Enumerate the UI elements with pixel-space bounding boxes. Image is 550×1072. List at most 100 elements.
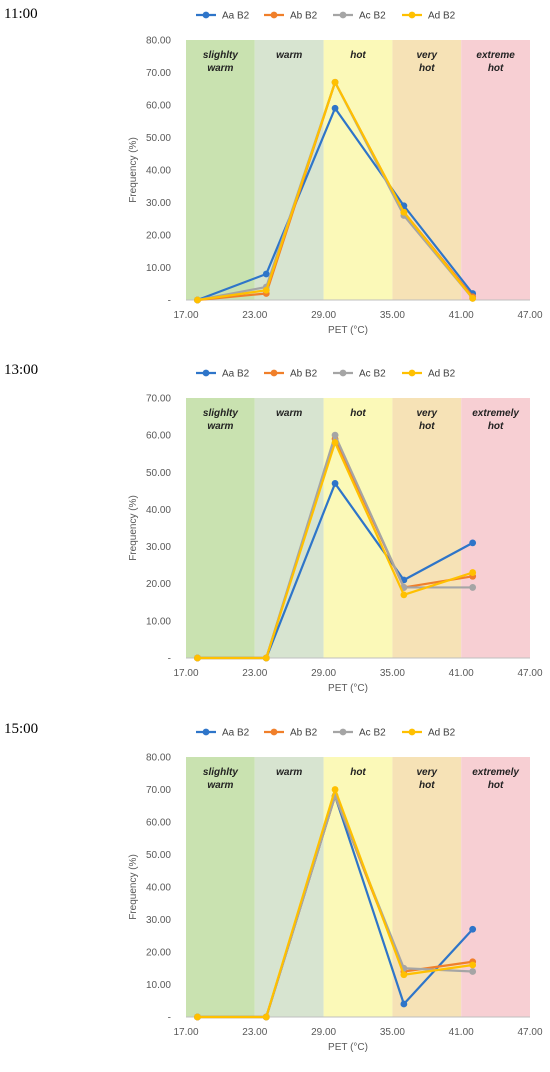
x-tick-label: 41.00: [449, 668, 474, 679]
legend-label-ab-b2: Ab B2: [290, 369, 318, 380]
y-tick-label: 10.00: [146, 980, 171, 991]
x-axis-title: PET (°C): [328, 325, 368, 336]
zone-label: warm: [276, 408, 302, 419]
data-point-ad-b2: [331, 78, 339, 86]
y-tick-label: 40.00: [146, 505, 171, 516]
legend-label-aa-b2: Aa B2: [222, 11, 250, 22]
data-point-aa-b2: [469, 539, 477, 547]
y-tick-label: 50.00: [146, 850, 171, 861]
zone-band-slighlty-warm: [186, 40, 255, 300]
zone-label: hot: [419, 421, 435, 432]
zone-label: hot: [488, 780, 504, 791]
y-tick-label: 50.00: [146, 133, 171, 144]
data-point-ad-b2: [400, 591, 408, 599]
x-tick-label: 47.00: [517, 310, 542, 321]
data-point-ad-b2: [262, 654, 270, 662]
data-point-ac-b2: [331, 431, 339, 439]
y-tick-label: 80.00: [146, 753, 171, 764]
zone-label: warm: [276, 50, 302, 61]
zone-band-extremely-hot: [461, 757, 530, 1017]
x-tick-label: 17.00: [173, 1027, 198, 1038]
x-tick-label: 35.00: [380, 310, 405, 321]
x-tick-label: 47.00: [517, 668, 542, 679]
legend-marker-ad-b2: [408, 728, 416, 736]
legend-marker-aa-b2: [202, 11, 210, 19]
y-tick-label: 30.00: [146, 198, 171, 209]
zone-label: hot: [488, 63, 504, 74]
zone-band-extreme-hot: [461, 40, 530, 300]
data-point-ad-b2: [194, 296, 201, 304]
x-tick-label: 29.00: [311, 310, 336, 321]
zone-label: hot: [419, 63, 435, 74]
y-tick-label: 20.00: [146, 231, 171, 242]
legend-marker-ac-b2: [339, 11, 347, 19]
data-point-aa-b2: [331, 104, 339, 112]
data-point-ac-b2: [469, 968, 477, 975]
y-tick-label: 40.00: [146, 166, 171, 177]
data-point-ad-b2: [331, 439, 339, 446]
zone-label: hot: [488, 421, 504, 432]
data-point-ad-b2: [262, 1013, 270, 1021]
zone-label: slighlty: [203, 50, 238, 61]
legend-label-aa-b2: Aa B2: [222, 369, 250, 380]
y-tick-label: 60.00: [146, 431, 171, 442]
legend-label-ad-b2: Ad B2: [428, 369, 456, 380]
x-tick-label: 35.00: [380, 668, 405, 679]
zone-label: warm: [207, 421, 233, 432]
time-label: 13:00: [4, 362, 39, 378]
zone-label: very: [417, 408, 438, 419]
y-tick-label: 70.00: [146, 394, 171, 405]
y-tick-label: 70.00: [146, 785, 171, 796]
zone-label: extremely: [472, 408, 519, 419]
zone-band-very-hot: [392, 40, 462, 300]
legend-label-ad-b2: Ad B2: [428, 728, 456, 739]
chart-panel-1500: 15:00 slighlty warm warm hot very hot extremel…: [0, 717, 550, 1072]
x-tick-label: 23.00: [242, 310, 267, 321]
y-tick-label: 60.00: [146, 101, 171, 112]
legend-label-ad-b2: Ad B2: [428, 11, 456, 22]
x-tick-label: 29.00: [311, 1027, 336, 1038]
zone-label: warm: [207, 780, 233, 791]
legend-marker-ac-b2: [339, 369, 347, 377]
data-point-ad-b2: [400, 208, 408, 216]
zone-label: slighlty: [203, 408, 238, 419]
data-point-ad-b2: [194, 654, 201, 662]
zone-band-very-hot: [392, 398, 462, 658]
legend-marker-ac-b2: [339, 728, 347, 736]
data-point-aa-b2: [331, 480, 339, 487]
zone-label: warm: [207, 63, 233, 74]
legend-marker-ab-b2: [270, 11, 278, 19]
data-point-ad-b2: [400, 971, 408, 979]
chart-1100: slighlty warm warm hot very hot extreme hot - 10.…: [128, 11, 543, 337]
time-label: 15:00: [4, 721, 39, 737]
x-tick-label: 17.00: [173, 668, 198, 679]
y-tick-label: 10.00: [146, 616, 171, 627]
legend-marker-ad-b2: [408, 11, 416, 19]
chart-panel-1100: 11:00 slighlty warm warm hot very hot extreme h…: [0, 0, 550, 355]
data-point-ac-b2: [469, 584, 477, 591]
y-tick-label: 20.00: [146, 579, 171, 590]
data-point-aa-b2: [469, 925, 477, 933]
legend-label-aa-b2: Aa B2: [222, 728, 250, 739]
time-label: 11:00: [4, 6, 38, 22]
x-axis-title: PET (°C): [328, 683, 368, 694]
zone-band-warm: [254, 398, 324, 658]
zone-label: very: [417, 767, 438, 778]
zone-band-warm: [254, 40, 324, 300]
data-point-ad-b2: [262, 286, 270, 294]
zone-band-warm: [254, 757, 324, 1017]
x-tick-label: 29.00: [311, 668, 336, 679]
y-tick-label: -: [168, 1013, 171, 1024]
zone-label: hot: [350, 767, 366, 778]
legend-marker-ab-b2: [270, 728, 278, 736]
zone-label: extreme: [476, 50, 515, 61]
y-tick-label: 80.00: [146, 36, 171, 47]
chart-panel-1300: 13:00 slighlty warm warm hot very hot extremel…: [0, 358, 550, 713]
y-tick-label: 20.00: [146, 948, 171, 959]
zone-label: slighlty: [203, 767, 238, 778]
y-axis-title: Frequency (%): [128, 854, 139, 920]
zone-label: hot: [419, 780, 435, 791]
data-point-ad-b2: [469, 961, 477, 969]
data-point-ad-b2: [469, 569, 477, 576]
y-tick-label: 60.00: [146, 818, 171, 829]
